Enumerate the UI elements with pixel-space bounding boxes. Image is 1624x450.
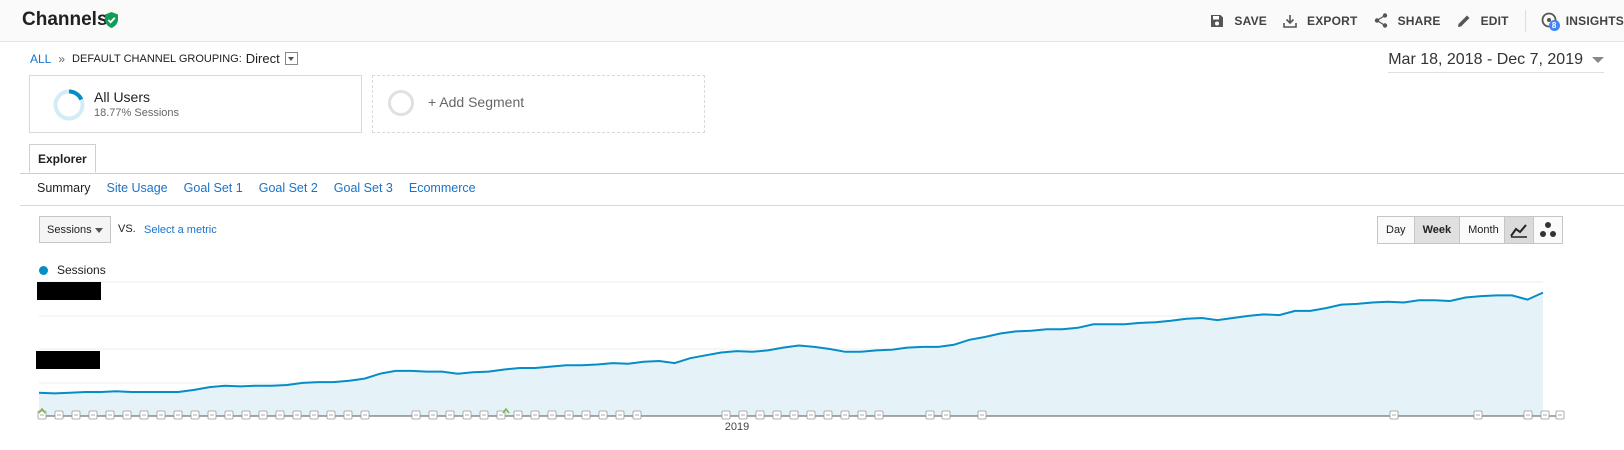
insights-button[interactable]: 8 INSIGHTS <box>1540 11 1624 31</box>
subnav-ecommerce[interactable]: Ecommerce <box>408 181 476 195</box>
date-range-picker[interactable]: Mar 18, 2018 - Dec 7, 2019 <box>1388 51 1604 73</box>
report-header: Channels SAVE EXPORT SHARE EDIT 8 INSIGH… <box>0 0 1624 42</box>
tab-bar: Explorer <box>20 144 1624 174</box>
motion-chart-button[interactable] <box>1533 216 1563 244</box>
segment-detail: 18.77% Sessions <box>94 107 179 119</box>
starred-annotation-icon <box>502 407 510 414</box>
segment-all-users[interactable]: All Users 18.77% Sessions <box>29 75 362 133</box>
segment-name: All Users <box>94 89 151 105</box>
line-chart-button[interactable] <box>1504 216 1534 244</box>
save-button[interactable]: SAVE <box>1210 14 1267 28</box>
grouping-label: DEFAULT CHANNEL GROUPING: <box>72 52 242 65</box>
edit-label: EDIT <box>1480 13 1509 28</box>
sessions-area <box>39 292 1543 416</box>
insights-label: INSIGHTS <box>1565 13 1624 28</box>
starred-annotation-icon <box>38 407 46 414</box>
insights-icon: 8 <box>1540 11 1560 31</box>
export-button[interactable]: EXPORT <box>1283 14 1358 28</box>
date-range-label: Mar 18, 2018 - Dec 7, 2019 <box>1388 51 1583 68</box>
breadcrumb: ALL » DEFAULT CHANNEL GROUPING: Direct <box>30 51 298 66</box>
legend-label: Sessions <box>57 263 106 277</box>
subnav-goal-set-3[interactable]: Goal Set 3 <box>333 181 393 195</box>
redacted-y-tick-label <box>37 282 101 300</box>
header-divider <box>1524 9 1526 32</box>
grouping-value: Direct <box>245 51 280 66</box>
bubbles-icon <box>1540 222 1556 237</box>
grouping-dropdown-button[interactable] <box>284 52 298 65</box>
verified-shield-icon <box>105 12 118 28</box>
segment-ring-icon <box>53 89 85 121</box>
edit-button[interactable]: EDIT <box>1457 14 1509 28</box>
breadcrumb-all-link[interactable]: ALL <box>30 51 52 66</box>
share-button[interactable]: SHARE <box>1374 13 1441 28</box>
explorer-subnav: Summary Site Usage Goal Set 1 Goal Set 2… <box>37 181 492 195</box>
chart-legend: Sessions <box>39 263 106 277</box>
subnav-goal-set-1[interactable]: Goal Set 1 <box>183 181 243 195</box>
subnav-goal-set-2[interactable]: Goal Set 2 <box>258 181 318 195</box>
floppy-disk-icon <box>1211 14 1224 27</box>
save-label: SAVE <box>1234 13 1268 28</box>
sessions-line <box>38 291 1544 395</box>
chevron-down-icon <box>1592 57 1604 63</box>
share-icon <box>1374 13 1387 28</box>
subnav-site-usage[interactable]: Site Usage <box>106 181 168 195</box>
redacted-y-tick-label <box>36 351 100 369</box>
tab-explorer[interactable]: Explorer <box>29 144 96 173</box>
page-title: Channels <box>22 9 108 30</box>
add-segment-label: + Add Segment <box>428 94 525 110</box>
period-day-button[interactable]: Day <box>1377 216 1415 244</box>
chart-type-selector <box>1504 216 1563 244</box>
subnav-summary[interactable]: Summary <box>37 181 91 195</box>
breadcrumb-separator: » <box>58 51 66 66</box>
metric-dropdown[interactable]: Sessions <box>39 216 111 243</box>
line-chart-icon <box>1510 224 1527 238</box>
period-selector: Day Week Month <box>1377 216 1508 244</box>
add-segment-button[interactable]: + Add Segment <box>372 75 705 133</box>
pencil-icon <box>1457 15 1470 27</box>
select-metric-link[interactable]: Select a metric <box>144 224 217 236</box>
export-label: EXPORT <box>1307 13 1358 28</box>
divider <box>20 205 1624 206</box>
share-label: SHARE <box>1397 13 1441 28</box>
download-icon <box>1283 14 1297 28</box>
vs-label: VS. <box>118 223 136 235</box>
x-tick-label: 2019 <box>725 421 749 433</box>
legend-dot <box>39 265 48 275</box>
empty-segment-ring-icon <box>388 90 414 116</box>
insights-badge: 8 <box>1548 19 1560 31</box>
period-month-button[interactable]: Month <box>1459 216 1508 244</box>
